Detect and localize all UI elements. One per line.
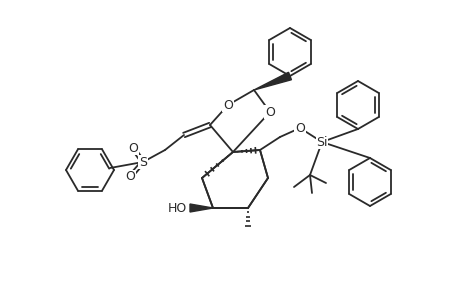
Polygon shape (190, 204, 213, 212)
Text: HO: HO (168, 202, 187, 214)
Text: O: O (294, 122, 304, 134)
Text: O: O (264, 106, 274, 118)
Text: O: O (125, 170, 134, 184)
Text: Si: Si (316, 136, 327, 148)
Text: S: S (139, 155, 147, 169)
Text: O: O (128, 142, 138, 154)
Text: O: O (223, 98, 232, 112)
Polygon shape (253, 72, 291, 90)
